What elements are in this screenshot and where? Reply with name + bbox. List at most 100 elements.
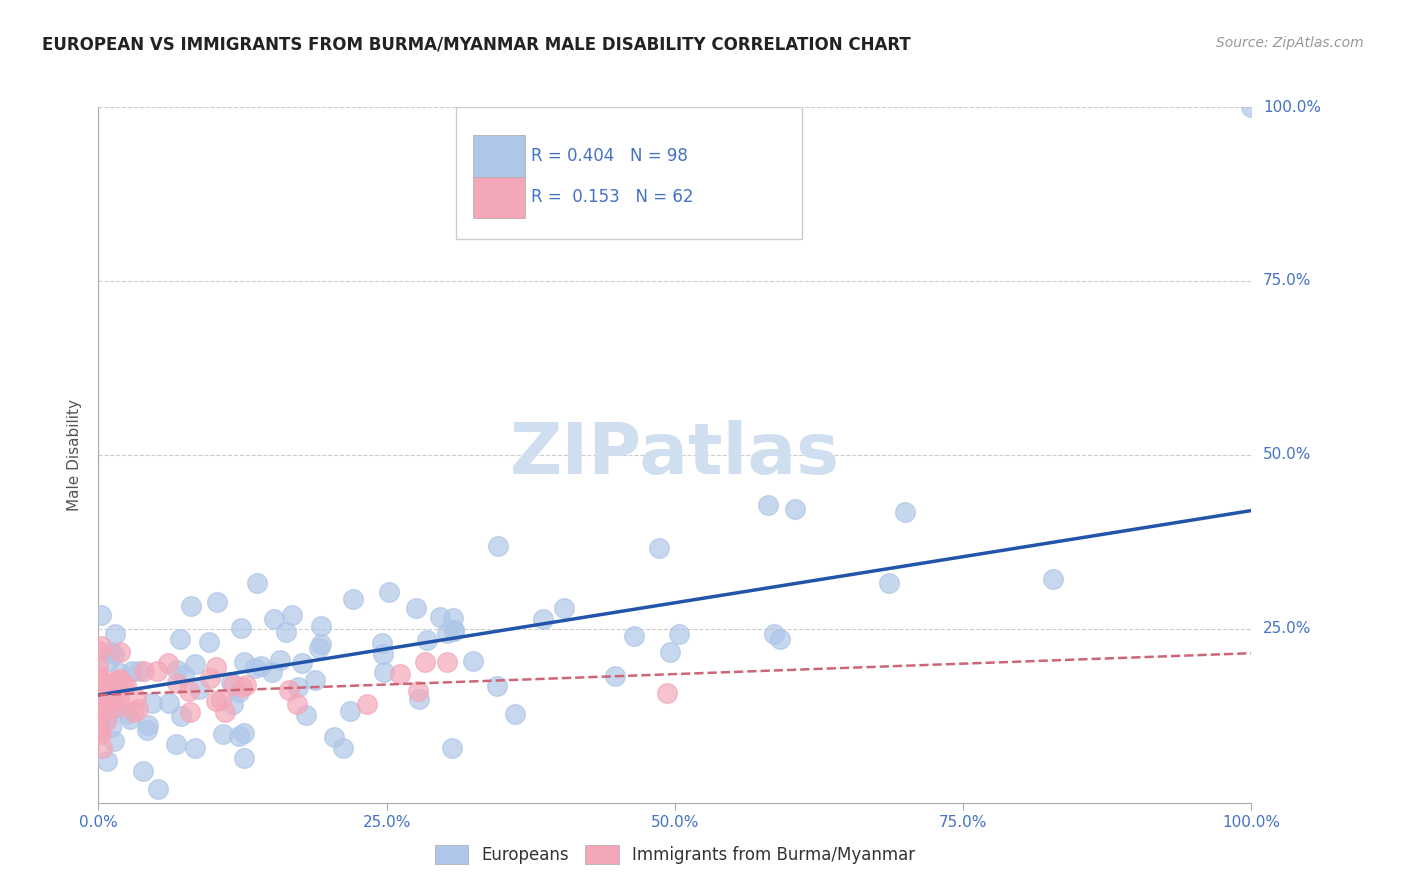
Point [103, 675, 125, 690]
Point [879, 575, 901, 590]
Point [262, 665, 284, 679]
Point [280, 607, 302, 622]
Point [89, 669, 111, 683]
Point [647, 541, 669, 556]
Point [461, 654, 484, 668]
Point [90, 698, 112, 712]
Point [668, 627, 690, 641]
Point [104, 690, 127, 704]
Point [94, 702, 117, 716]
Point [98, 645, 121, 659]
Point [277, 682, 299, 697]
Text: Source: ZipAtlas.com: Source: ZipAtlas.com [1216, 36, 1364, 50]
Point [322, 730, 344, 744]
Text: R = 0.404   N = 98: R = 0.404 N = 98 [530, 147, 688, 165]
Point [108, 693, 131, 707]
Point [285, 697, 308, 711]
Point [97, 654, 120, 668]
Point [141, 696, 163, 710]
Text: ZIPatlas: ZIPatlas [510, 420, 839, 490]
Point [120, 712, 142, 726]
Point [231, 621, 253, 635]
Point [188, 682, 211, 697]
Point [443, 624, 465, 638]
Point [100, 676, 122, 690]
Point [132, 764, 155, 778]
Point [89, 682, 111, 697]
Point [356, 697, 378, 711]
Point [145, 665, 167, 679]
Point [232, 726, 254, 740]
FancyBboxPatch shape [456, 107, 801, 239]
Point [103, 647, 125, 661]
Point [339, 704, 361, 718]
Point [96, 754, 118, 768]
Point [222, 677, 245, 691]
Point [309, 619, 332, 633]
Point [408, 691, 430, 706]
Point [87, 722, 110, 736]
Point [87, 708, 110, 723]
Point [441, 611, 464, 625]
Point [128, 664, 150, 678]
Point [89, 684, 111, 698]
Point [416, 632, 439, 647]
Point [221, 674, 243, 689]
Point [121, 664, 143, 678]
Point [136, 717, 159, 731]
Point [295, 707, 318, 722]
Point [212, 727, 235, 741]
Point [486, 539, 509, 553]
Point [246, 575, 269, 590]
Point [104, 673, 127, 688]
Point [287, 680, 309, 694]
Point [90, 741, 112, 756]
Point [658, 645, 681, 659]
Point [200, 671, 222, 685]
Point [157, 656, 180, 670]
Point [91, 697, 114, 711]
Point [89, 716, 111, 731]
Point [90, 674, 112, 689]
Point [233, 656, 256, 670]
Point [1042, 572, 1064, 586]
Point [122, 706, 145, 720]
Point [177, 684, 200, 698]
Point [228, 685, 250, 699]
Point [371, 648, 394, 662]
Point [756, 498, 779, 512]
Point [214, 705, 236, 719]
Point [388, 667, 411, 681]
Point [90, 608, 112, 623]
Point [94, 681, 117, 695]
Point [98, 697, 121, 711]
Point [436, 625, 458, 640]
Point [406, 683, 429, 698]
FancyBboxPatch shape [472, 177, 524, 219]
Point [231, 681, 253, 695]
Point [115, 706, 138, 721]
Point [373, 665, 395, 679]
FancyBboxPatch shape [472, 135, 524, 177]
Point [222, 698, 245, 712]
Point [413, 655, 436, 669]
Point [105, 700, 128, 714]
Point [263, 612, 285, 626]
Point [370, 636, 392, 650]
Point [655, 686, 678, 700]
Text: 50.0%: 50.0% [1263, 448, 1312, 462]
Point [108, 645, 131, 659]
Point [184, 657, 207, 671]
Point [405, 601, 427, 615]
Point [183, 740, 205, 755]
Text: EUROPEAN VS IMMIGRANTS FROM BURMA/MYANMAR MALE DISABILITY CORRELATION CHART: EUROPEAN VS IMMIGRANTS FROM BURMA/MYANMA… [42, 36, 911, 54]
Point [204, 694, 226, 708]
Point [90, 727, 112, 741]
Point [436, 655, 458, 669]
Point [169, 632, 191, 646]
Point [443, 624, 465, 638]
Point [103, 701, 125, 715]
Point [1240, 100, 1263, 114]
Point [198, 634, 221, 648]
Point [179, 705, 201, 719]
